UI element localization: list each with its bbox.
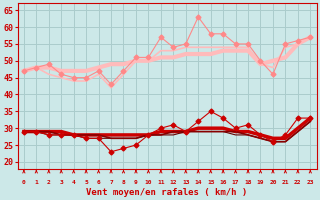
X-axis label: Vent moyen/en rafales ( km/h ): Vent moyen/en rafales ( km/h ) — [86, 188, 248, 197]
